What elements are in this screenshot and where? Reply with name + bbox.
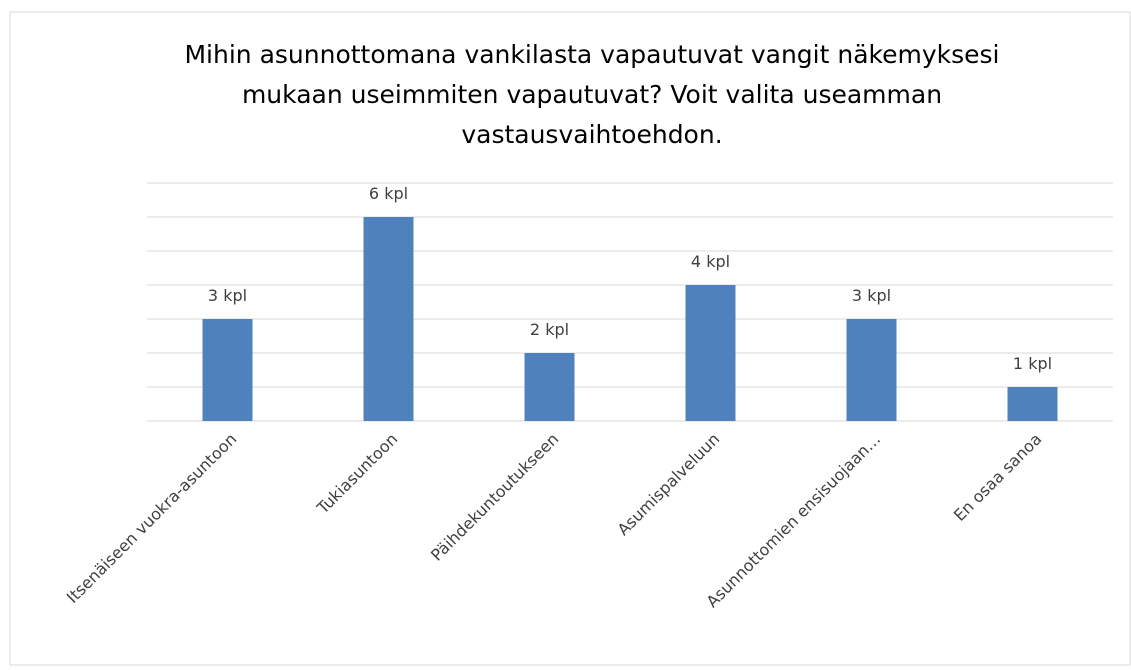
data-label: 4 kpl — [691, 252, 730, 271]
chart-title: vastausvaihtoehdon. — [461, 120, 722, 149]
chart-frame — [9, 11, 1131, 666]
bar — [202, 319, 253, 421]
bar — [363, 217, 414, 421]
data-label: 1 kpl — [1013, 354, 1052, 373]
chart-title: mukaan useimmiten vapautuvat? Voit valit… — [242, 80, 942, 109]
data-label: 3 kpl — [208, 286, 247, 305]
bar — [1007, 387, 1058, 421]
bar — [846, 319, 897, 421]
chart-title: Mihin asunnottomana vankilasta vapautuva… — [184, 40, 999, 69]
bar — [685, 285, 736, 421]
bar — [524, 353, 575, 421]
data-label: 3 kpl — [852, 286, 891, 305]
data-label: 6 kpl — [369, 184, 408, 203]
data-label: 2 kpl — [530, 320, 569, 339]
